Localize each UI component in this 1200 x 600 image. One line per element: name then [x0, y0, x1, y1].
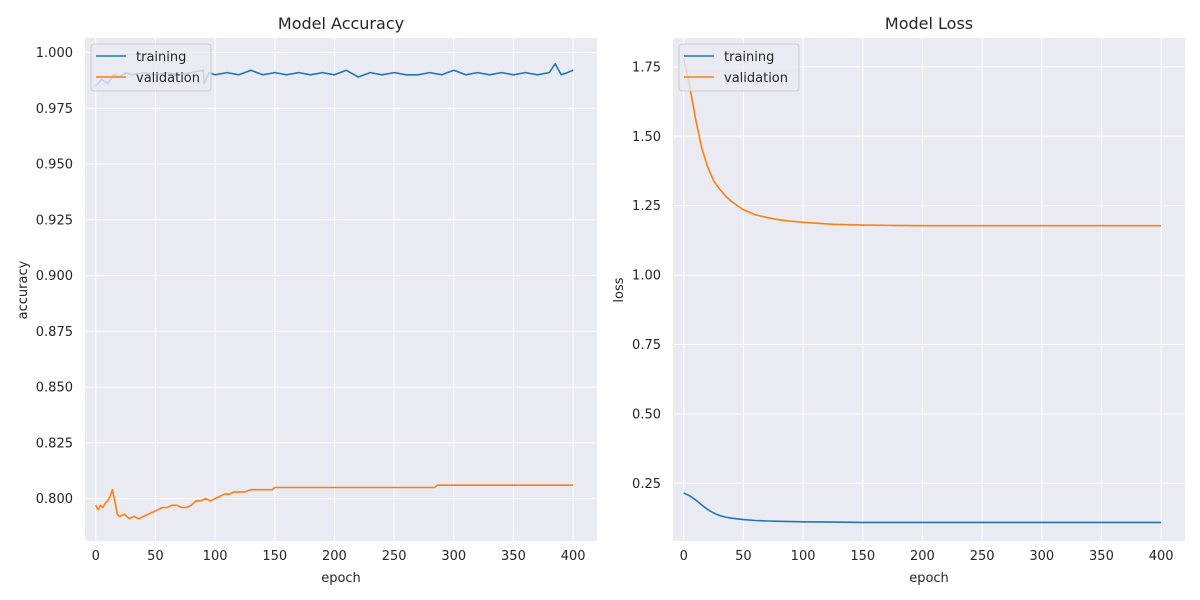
accuracy-x-tick-label: 350 [501, 549, 526, 564]
loss-x-tick-label: 400 [1149, 549, 1174, 564]
loss-y-tick-label: 1.50 [632, 130, 661, 145]
accuracy-x-tick-label: 200 [322, 549, 347, 564]
accuracy-x-tick-label: 100 [203, 549, 228, 564]
accuracy-title: Model Accuracy [278, 14, 404, 33]
accuracy-plot: 0 50 100 150 200 250 300 350 400 0.800 0.825 0.850… [16, 14, 597, 586]
loss-y-tick-label: 0.50 [632, 407, 661, 422]
loss-y-tick-labels: 0.25 0.50 0.75 1.00 1.25 1.50 1.75 [632, 60, 661, 491]
accuracy-x-tick-label: 50 [147, 549, 164, 564]
loss-x-tick-label: 100 [791, 549, 816, 564]
accuracy-y-tick-label: 0.850 [36, 381, 73, 396]
accuracy-y-tick-label: 0.900 [36, 269, 73, 284]
loss-x-tick-label: 250 [970, 549, 995, 564]
loss-title: Model Loss [885, 14, 973, 33]
loss-gridlines [673, 38, 1185, 541]
loss-y-tick-label: 0.75 [632, 338, 661, 353]
loss-validation-line [682, 58, 1162, 227]
accuracy-legend-validation-label: validation [136, 71, 200, 86]
loss-series-lines [682, 58, 1162, 524]
accuracy-y-tick-label: 0.800 [36, 492, 73, 507]
accuracy-plot-background [85, 38, 597, 541]
accuracy-y-tick-label: 0.875 [36, 325, 73, 340]
accuracy-legend-training-label: training [136, 50, 186, 65]
accuracy-x-tick-label: 300 [441, 549, 466, 564]
accuracy-x-tick-label: 0 [92, 549, 100, 564]
accuracy-y-tick-label: 1.000 [36, 46, 73, 61]
accuracy-x-tick-label: 150 [262, 549, 287, 564]
loss-legend: training validation [678, 43, 800, 92]
loss-y-tick-label: 0.25 [632, 477, 661, 492]
loss-y-tick-label: 1.00 [632, 269, 661, 284]
loss-plot-background [673, 38, 1185, 541]
accuracy-y-tick-label: 0.950 [36, 158, 73, 173]
accuracy-x-tick-label: 250 [382, 549, 407, 564]
accuracy-gridlines [85, 38, 597, 541]
accuracy-y-tick-label: 0.925 [36, 213, 73, 228]
accuracy-legend: training validation [90, 43, 212, 92]
loss-legend-validation-label: validation [724, 71, 788, 86]
loss-x-tick-label: 200 [910, 549, 935, 564]
loss-x-tick-label: 50 [735, 549, 752, 564]
accuracy-x-axis-label: epoch [321, 571, 361, 586]
loss-y-tick-label: 1.75 [632, 60, 661, 75]
loss-y-axis-label: loss [612, 277, 627, 302]
loss-y-tick-label: 1.25 [632, 199, 661, 214]
loss-x-tick-label: 0 [680, 549, 688, 564]
accuracy-y-tick-label: 0.975 [36, 102, 73, 117]
accuracy-validation-line [94, 484, 574, 520]
accuracy-x-tick-label: 400 [561, 549, 586, 564]
accuracy-x-tick-labels: 0 50 100 150 200 250 300 350 400 [92, 549, 586, 564]
accuracy-y-tick-labels: 0.800 0.825 0.850 0.875 0.900 0.925 0.950 0.975… [36, 46, 73, 507]
loss-training-line [683, 492, 1162, 524]
loss-x-tick-label: 300 [1029, 549, 1054, 564]
accuracy-y-axis-label: accuracy [16, 260, 31, 319]
loss-legend-training-label: training [724, 50, 774, 65]
loss-plot: 0 50 100 150 200 250 300 350 400 0.25 0.50 0.75 1.0… [612, 14, 1185, 586]
loss-x-tick-labels: 0 50 100 150 200 250 300 350 400 [680, 549, 1174, 564]
loss-x-tick-label: 350 [1089, 549, 1114, 564]
loss-x-axis-label: epoch [909, 571, 949, 586]
loss-x-tick-label: 150 [850, 549, 875, 564]
accuracy-y-tick-label: 0.825 [36, 436, 73, 451]
